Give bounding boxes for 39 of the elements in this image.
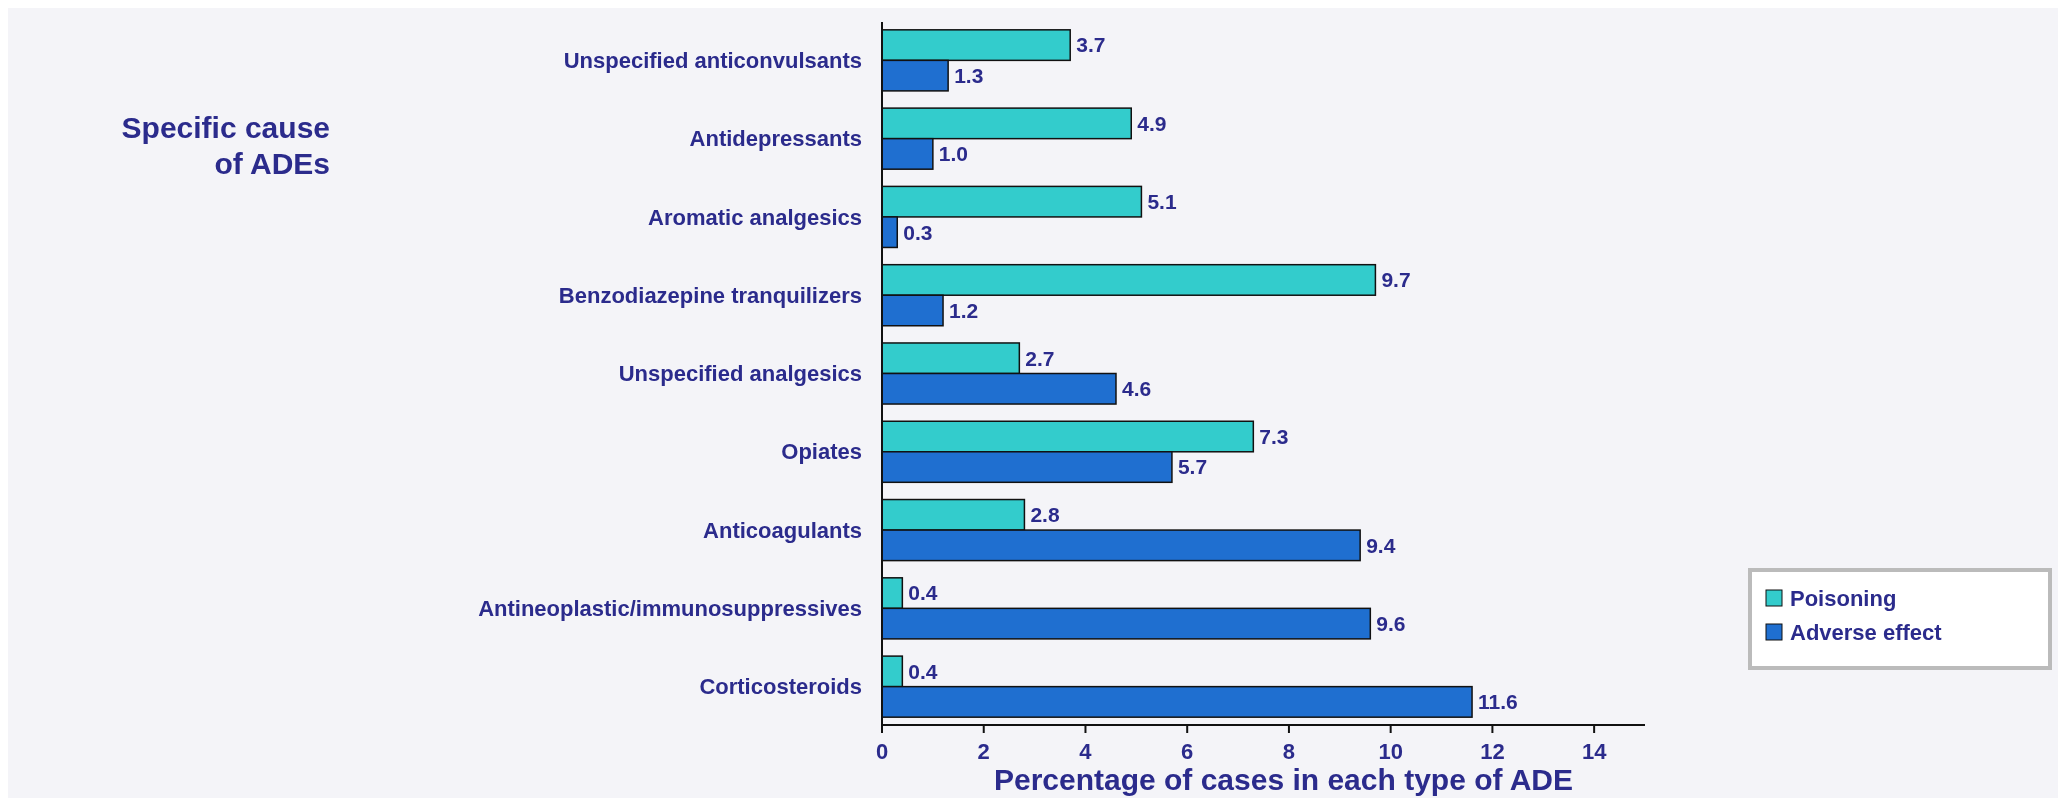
data-label: 5.7	[1177, 455, 1208, 479]
data-label: 2.7	[1025, 346, 1055, 370]
y-tick-label: Unspecified anticonvulsants	[563, 48, 862, 74]
legend-label: Adverse effect	[1790, 619, 1943, 645]
data-label: 4.9	[1137, 111, 1167, 135]
x-tick-label: 4	[1079, 739, 1093, 764]
data-label: 0.4	[908, 659, 938, 683]
y-tick-label: Unspecified analgesics	[618, 361, 862, 387]
y-tick-label: Anticoagulants	[703, 517, 862, 543]
x-tick-label: 12	[1480, 739, 1505, 764]
data-label: 11.6	[1478, 690, 1518, 714]
y-tick-label: Benzodiazepine tranquilizers	[558, 282, 862, 308]
data-label: 4.6	[1121, 377, 1152, 401]
y-tick-label: Antidepressants	[689, 126, 862, 152]
x-tick-label: 10	[1378, 739, 1403, 764]
data-label: 3.7	[1076, 33, 1106, 57]
data-label: 0.3	[903, 220, 933, 244]
data-label: 9.6	[1376, 611, 1406, 635]
data-label: 2.8	[1030, 503, 1060, 527]
data-label: 5.1	[1147, 190, 1177, 214]
legend-label: Poisoning	[1790, 585, 1897, 611]
data-label: 9.4	[1366, 533, 1396, 557]
y-tick-label: Antineoplastic/immunosuppressives	[478, 596, 862, 622]
x-tick-label: 2	[977, 739, 990, 764]
x-axis-title: Percentage of cases in each type of ADE	[993, 763, 1574, 796]
data-label: 1.2	[949, 298, 979, 322]
x-tick-label: 14	[1581, 739, 1608, 764]
y-axis-title: Specific cause of ADEs	[121, 111, 330, 180]
x-tick-label: 0	[875, 739, 889, 764]
y-tick-label: Corticosteroids	[699, 674, 862, 700]
data-label: 1.3	[954, 63, 984, 87]
y-tick-label: Opiates	[781, 439, 862, 465]
data-label: 9.7	[1381, 268, 1411, 292]
x-tick-label: 8	[1282, 739, 1296, 764]
y-tick-label: Aromatic analgesics	[648, 204, 862, 230]
data-label: 0.4	[908, 581, 938, 605]
data-label: 7.3	[1259, 424, 1289, 448]
data-label: 1.0	[938, 142, 969, 166]
x-tick-label: 6	[1181, 739, 1194, 764]
